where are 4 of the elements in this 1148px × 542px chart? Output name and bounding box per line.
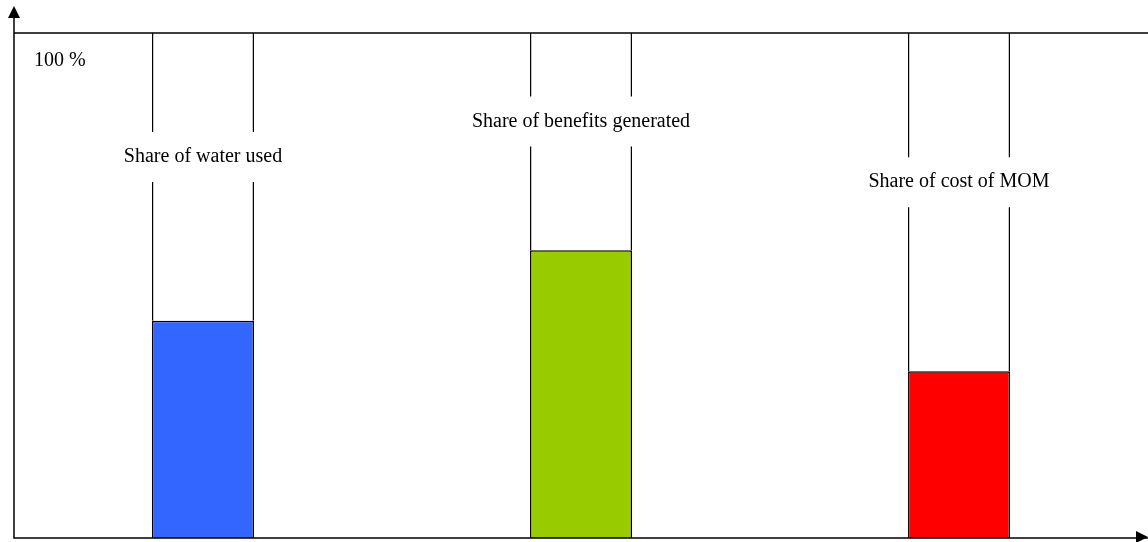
x-tick-label: Share of water used: [123, 144, 283, 167]
x-tick-label: Share of benefits generated: [471, 108, 691, 132]
x-tick-label: Share of cost of MOM: [868, 169, 1050, 192]
annotation: 100 %: [34, 48, 86, 71]
